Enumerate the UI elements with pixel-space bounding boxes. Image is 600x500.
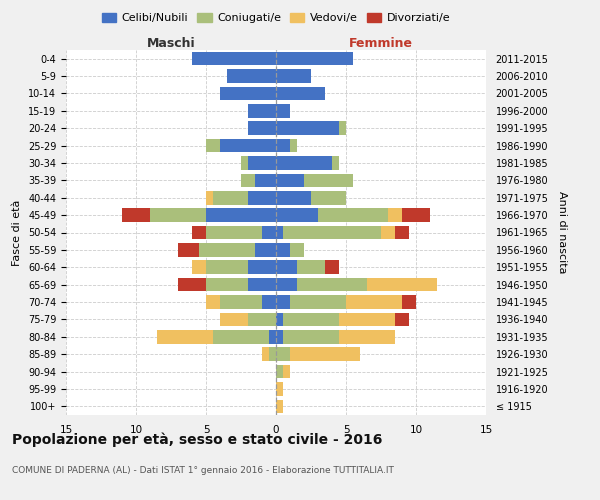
Bar [192,226,206,239]
Bar [388,208,402,222]
Bar [276,122,339,135]
Text: COMUNE DI PADERNA (AL) - Dati ISTAT 1° gennaio 2016 - Elaborazione TUTTITALIA.IT: COMUNE DI PADERNA (AL) - Dati ISTAT 1° g… [12,466,394,475]
Bar [304,174,353,187]
Bar [276,400,283,413]
Bar [220,139,276,152]
Bar [339,122,346,135]
Bar [276,208,318,222]
Bar [297,278,367,291]
Bar [262,295,276,309]
Bar [290,295,346,309]
Bar [283,312,339,326]
Bar [262,226,276,239]
Bar [248,191,276,204]
Text: Popolazione per età, sesso e stato civile - 2016: Popolazione per età, sesso e stato civil… [12,432,382,447]
Bar [206,295,220,309]
Bar [192,260,206,274]
Bar [206,208,276,222]
Bar [276,295,290,309]
Bar [262,348,269,361]
Bar [150,208,206,222]
Bar [318,208,388,222]
Bar [276,52,353,66]
Bar [276,382,283,396]
Bar [206,260,248,274]
Bar [213,330,269,344]
Bar [276,139,290,152]
Bar [248,312,276,326]
Bar [248,156,276,170]
Bar [283,226,381,239]
Bar [297,260,325,274]
Bar [283,365,290,378]
Bar [339,330,395,344]
Bar [269,348,276,361]
Bar [220,312,248,326]
Bar [276,156,332,170]
Bar [248,260,276,274]
Text: Maschi: Maschi [146,37,196,50]
Bar [395,226,409,239]
Bar [276,348,290,361]
Bar [276,278,297,291]
Legend: Celibi/Nubili, Coniugati/e, Vedovi/e, Divorziati/e: Celibi/Nubili, Coniugati/e, Vedovi/e, Di… [97,8,455,28]
Bar [206,226,262,239]
Bar [346,295,402,309]
Bar [402,295,416,309]
Bar [276,70,311,83]
Bar [290,348,360,361]
Bar [395,312,409,326]
Bar [241,156,248,170]
Bar [290,243,304,256]
Bar [402,208,430,222]
Bar [276,312,283,326]
Bar [283,330,339,344]
Bar [227,70,276,83]
Bar [290,139,297,152]
Bar [276,365,283,378]
Bar [276,226,283,239]
Bar [248,104,276,118]
Bar [269,330,276,344]
Bar [325,260,339,274]
Bar [276,260,297,274]
Bar [276,86,325,100]
Bar [178,278,206,291]
Bar [157,330,213,344]
Bar [332,156,339,170]
Bar [192,52,276,66]
Bar [206,139,220,152]
Bar [311,191,346,204]
Bar [206,278,248,291]
Bar [276,104,290,118]
Bar [339,312,395,326]
Bar [178,243,199,256]
Bar [213,191,248,204]
Text: Femmine: Femmine [349,37,413,50]
Bar [367,278,437,291]
Bar [248,122,276,135]
Bar [276,174,304,187]
Bar [276,191,311,204]
Bar [220,86,276,100]
Y-axis label: Anni di nascita: Anni di nascita [557,191,567,274]
Bar [122,208,150,222]
Bar [381,226,395,239]
Bar [220,295,262,309]
Y-axis label: Fasce di età: Fasce di età [13,200,22,266]
Bar [276,330,283,344]
Bar [206,191,213,204]
Bar [248,278,276,291]
Bar [199,243,255,256]
Bar [255,174,276,187]
Bar [255,243,276,256]
Bar [276,243,290,256]
Bar [241,174,255,187]
